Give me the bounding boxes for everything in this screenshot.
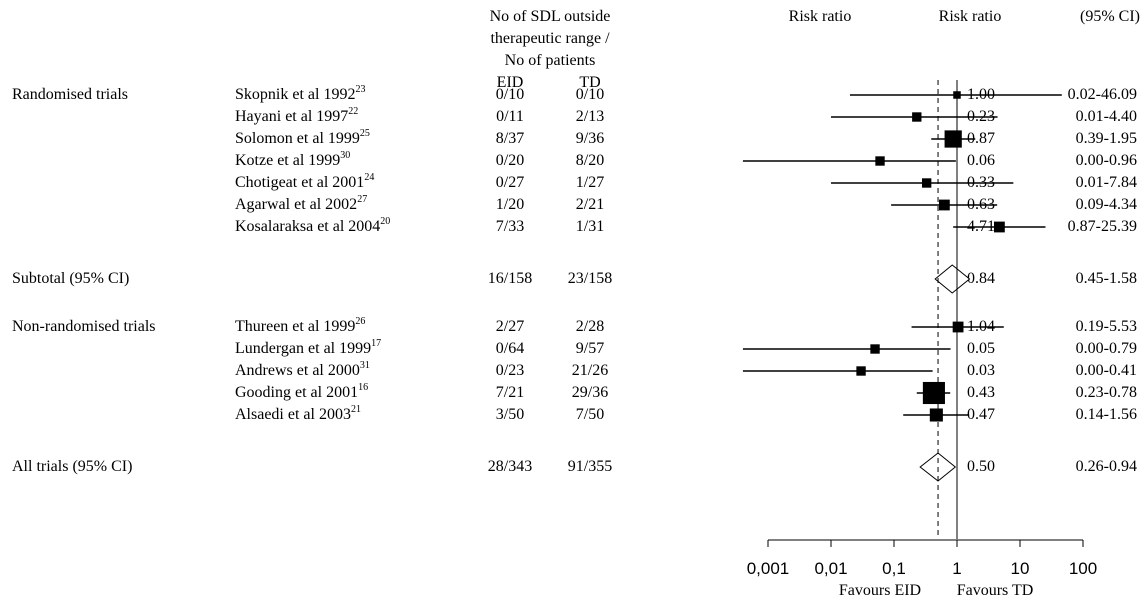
counts-header-line3: No of patients <box>504 52 596 69</box>
study-td-count: 21/26 <box>571 362 609 379</box>
ci-column-header: (95% CI) <box>1080 8 1140 25</box>
study-td-count: 7/50 <box>575 406 605 423</box>
study-study-name: Solomon et al 199925 <box>235 127 370 147</box>
study-eid-count: 0/11 <box>496 108 524 125</box>
study-eid-count: 3/50 <box>495 406 525 423</box>
overall-eid-count: 28/343 <box>487 458 533 475</box>
study-td-count: 1/31 <box>575 218 605 235</box>
td-column-header: TD <box>579 74 601 91</box>
study-eid-count: 0/23 <box>495 362 525 379</box>
study-study-name: Alsaedi et al 200321 <box>235 403 361 423</box>
study-td-count: 2/28 <box>575 318 605 335</box>
study-weight-square <box>938 199 950 211</box>
study-eid-count: 0/27 <box>495 174 525 191</box>
subtotal-td-count: 23/158 <box>567 270 613 287</box>
study-weight-square <box>870 344 880 354</box>
counts-header-line1: No of SDL outside <box>489 8 611 25</box>
study-confidence-interval: 0.00-0.96 <box>1075 152 1137 169</box>
x-tick-label: 10 <box>1010 559 1030 578</box>
counts-header-line2: therapeutic range / <box>490 30 610 47</box>
study-confidence-interval: 0.19-5.53 <box>1075 318 1137 335</box>
study-confidence-interval: 0.87-25.39 <box>1067 218 1137 235</box>
study-confidence-interval: 0.00-0.41 <box>1075 362 1137 379</box>
study-study-name: Hayani et al 199722 <box>235 105 359 125</box>
study-weight-square <box>944 130 962 148</box>
study-td-count: 1/27 <box>575 174 605 191</box>
x-tick-label: 0,001 <box>746 559 790 578</box>
study-confidence-interval: 0.09-4.34 <box>1075 196 1137 213</box>
study-weight-square <box>856 366 866 376</box>
study-eid-count: 8/37 <box>495 130 525 147</box>
subtotal-confidence-interval: 0.45-1.58 <box>1075 270 1137 287</box>
study-risk-ratio: 0.06 <box>967 152 995 169</box>
study-study-name: Lundergan et al 199917 <box>235 337 382 357</box>
study-confidence-interval: 0.01-7.84 <box>1075 174 1137 191</box>
overall-td-count: 91/355 <box>567 458 613 475</box>
x-tick-label: 1 <box>952 559 962 578</box>
study-confidence-interval: 0.00-0.79 <box>1075 340 1137 357</box>
study-group-label: Randomised trials <box>12 86 128 103</box>
risk-ratio-column-header: Risk ratio <box>938 8 1002 25</box>
plot-title: Risk ratio <box>788 8 852 25</box>
study-risk-ratio: 0.05 <box>967 340 995 357</box>
study-confidence-interval: 0.39-1.95 <box>1075 130 1137 147</box>
subtotal-risk-ratio: 0.84 <box>967 270 995 287</box>
study-eid-count: 7/33 <box>495 218 525 235</box>
x-tick-label: 100 <box>1068 559 1098 578</box>
study-confidence-interval: 0.01-4.40 <box>1075 108 1137 125</box>
study-td-count: 9/57 <box>575 340 605 357</box>
study-td-count: 2/13 <box>575 108 605 125</box>
study-weight-square <box>912 112 922 122</box>
eid-column-header: EID <box>496 74 524 91</box>
study-weight-square <box>875 156 885 166</box>
pooled-estimate-diamond <box>934 264 971 294</box>
study-risk-ratio: 0.43 <box>967 384 995 401</box>
study-weight-square <box>952 321 964 333</box>
overall-risk-ratio: 0.50 <box>967 458 995 475</box>
study-risk-ratio: 0.03 <box>967 362 995 379</box>
subtotal-eid-count: 16/158 <box>487 270 533 287</box>
overall-confidence-interval: 0.26-0.94 <box>1075 458 1137 475</box>
study-study-name: Agarwal et al 200227 <box>235 193 368 213</box>
study-eid-count: 0/64 <box>495 340 525 357</box>
study-weight-square <box>921 178 932 188</box>
study-risk-ratio: 0.47 <box>967 406 995 423</box>
study-study-name: Andrews et al 200031 <box>235 359 370 379</box>
study-td-count: 0/10 <box>575 86 605 103</box>
study-confidence-interval: 0.23-0.78 <box>1075 384 1137 401</box>
x-tick-label: 0,1 <box>882 559 906 578</box>
study-td-count: 2/21 <box>575 196 605 213</box>
overall-group-label: All trials (95% CI) <box>12 458 133 475</box>
study-eid-count: 1/20 <box>495 196 525 213</box>
study-weight-square <box>922 381 945 405</box>
study-study-name: Gooding et al 200116 <box>235 381 369 401</box>
study-td-count: 8/20 <box>575 152 605 169</box>
study-study-name: Chotigeat et al 200124 <box>235 171 375 191</box>
x-tick-label: 0,01 <box>814 559 848 578</box>
study-study-name: Kosalaraksa et al 200420 <box>235 215 391 235</box>
study-eid-count: 2/27 <box>495 318 525 335</box>
favours-eid-label: Favours EID <box>838 582 922 599</box>
study-td-count: 9/36 <box>575 130 605 147</box>
study-confidence-interval: 0.14-1.56 <box>1075 406 1137 423</box>
study-study-name: Thureen et al 199926 <box>235 315 366 335</box>
study-eid-count: 7/21 <box>495 384 525 401</box>
study-group-label: Non-randomised trials <box>12 318 156 335</box>
study-eid-count: 0/20 <box>495 152 525 169</box>
study-study-name: Kotze et al 199930 <box>235 149 351 169</box>
study-eid-count: 0/10 <box>495 86 525 103</box>
study-weight-square <box>994 221 1005 233</box>
study-confidence-interval: 0.02-46.09 <box>1067 86 1137 103</box>
study-weight-square <box>929 408 943 422</box>
study-study-name: Skopnik et al 199223 <box>235 83 366 103</box>
favours-td-label: Favours TD <box>956 582 1034 599</box>
study-td-count: 29/36 <box>571 384 609 401</box>
study-risk-ratio: 0.87 <box>967 130 995 147</box>
subtotal-group-label: Subtotal (95% CI) <box>12 270 130 287</box>
